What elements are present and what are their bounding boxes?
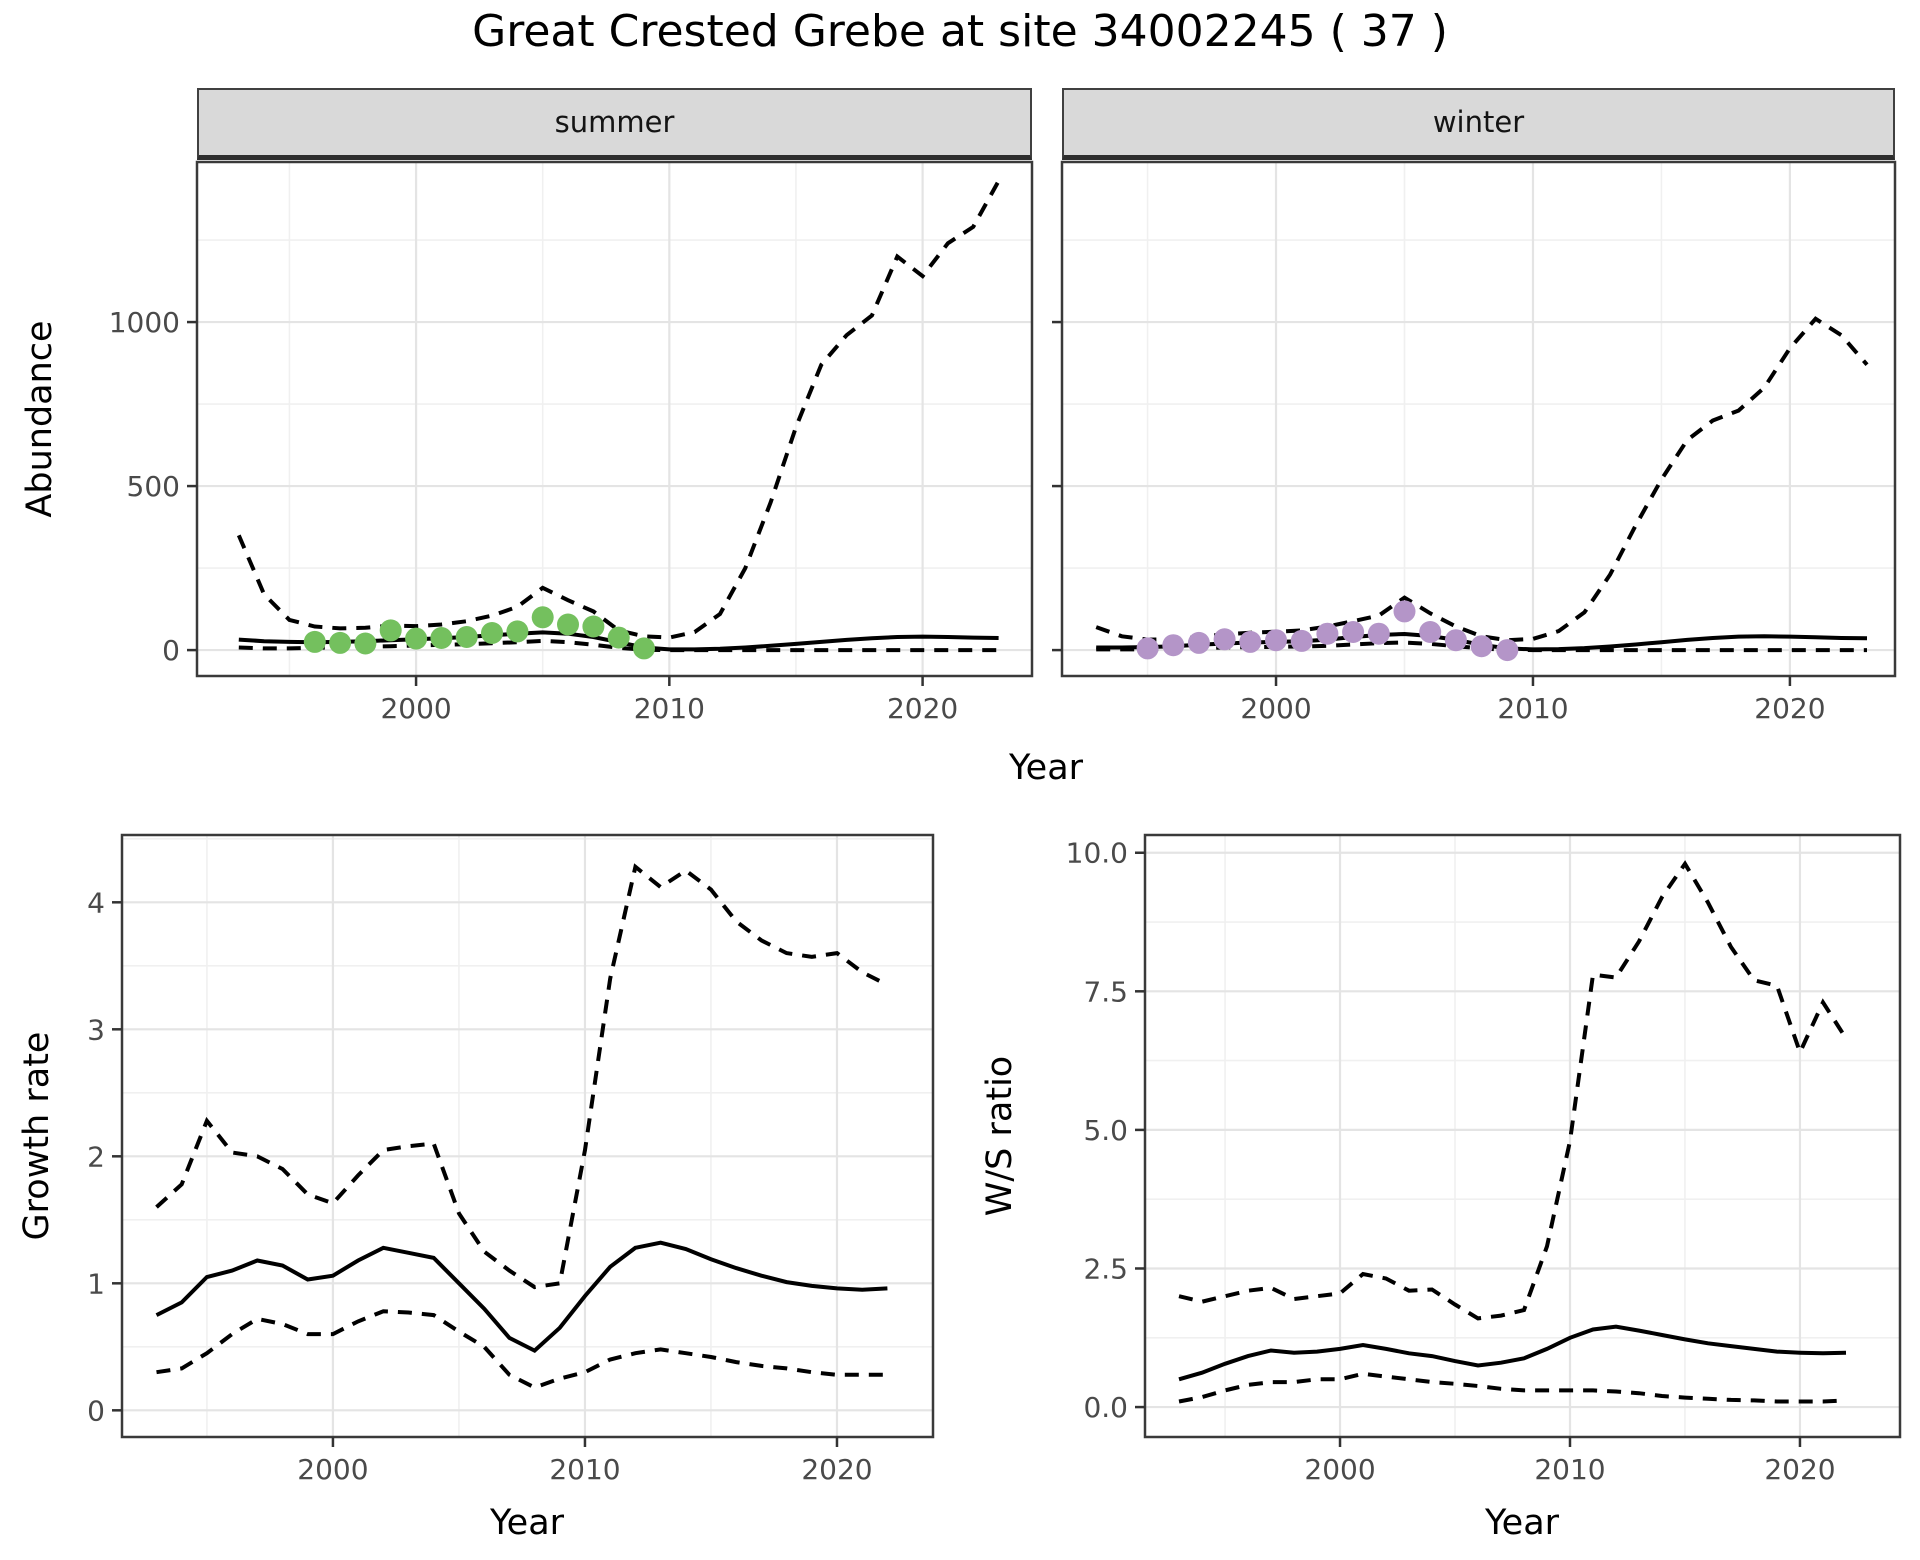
x-tick-label: 2020 (887, 692, 958, 725)
observed-winter-points (1136, 600, 1519, 662)
data-point (303, 630, 326, 653)
upper-ci-line (1178, 860, 1848, 1321)
y-tick-label: 0 (162, 634, 180, 667)
data-point (1265, 629, 1287, 652)
y-tick-label: 7.5 (1083, 975, 1128, 1008)
x-tick-label: 2010 (634, 692, 705, 725)
data-point (481, 622, 503, 644)
data-point (582, 615, 605, 638)
x-tick-label: 2010 (1497, 692, 1568, 725)
panel-border (1060, 160, 1897, 678)
x-axis-title-growth: Year (489, 1503, 565, 1543)
x-tick-label: 2020 (1754, 692, 1825, 725)
data-point (607, 626, 630, 649)
facet-strip-winter: winter (1062, 88, 1895, 160)
data-point (1162, 634, 1185, 657)
data-point (531, 606, 554, 629)
y-tick-label: 1000 (109, 306, 180, 339)
data-point (1444, 629, 1467, 652)
x-axis-title-top: Year (1008, 748, 1084, 788)
data-point (1419, 621, 1442, 643)
data-point (633, 637, 655, 660)
data-point (1187, 631, 1210, 654)
fit-line (155, 1240, 888, 1354)
y-tick-label: 500 (127, 470, 180, 503)
y-tick-label: 0 (87, 1394, 105, 1427)
x-tick-label: 2000 (297, 1453, 368, 1486)
data-point (1367, 622, 1390, 645)
y-tick-label: 5.0 (1083, 1114, 1128, 1147)
fit-line (1178, 1324, 1847, 1382)
y-tick-label: 0.0 (1083, 1391, 1128, 1424)
data-point (1136, 637, 1159, 660)
chart-title: Great Crested Grebe at site 34002245 ( 3… (472, 6, 1448, 57)
x-tick-label: 2020 (1764, 1453, 1835, 1486)
upper-ci-line (236, 180, 1001, 640)
x-tick-label: 2020 (801, 1453, 872, 1486)
data-point (1239, 630, 1262, 653)
data-point (354, 632, 377, 655)
data-point (1393, 600, 1416, 623)
y-tick-label: 2.5 (1083, 1252, 1128, 1285)
panel-border (120, 833, 935, 1439)
data-point (379, 619, 402, 642)
ws_ratio-panel: 2000 2010 2020 0.0 2.5 5.0 7.5 10.0 (1066, 833, 1902, 1486)
y-tick-label: 10.0 (1066, 837, 1128, 870)
panel-border (195, 160, 1034, 678)
y-axis-title-ws-ratio: W/S ratio (980, 1055, 1020, 1217)
x-tick-label: 2000 (1240, 692, 1311, 725)
upper-ci-line (1095, 316, 1869, 643)
upper-ci-line (155, 863, 889, 1290)
y-tick-label: 1 (87, 1267, 105, 1300)
facet-strip-summer: summer (197, 88, 1032, 160)
x-axis-title-ws: Year (1484, 1503, 1560, 1543)
panel-border (1143, 833, 1902, 1439)
observed-summer-points (303, 606, 655, 660)
data-point (455, 626, 478, 648)
lower-ci-line (1178, 1371, 1847, 1404)
abundance_winter-panel: 2000 2010 2020 (1052, 160, 1897, 725)
x-tick-label: 2010 (549, 1453, 620, 1486)
data-point (1496, 639, 1519, 662)
growth_rate-panel: 2000 2010 2020 0 1 2 3 4 (87, 833, 935, 1486)
data-point (329, 631, 352, 654)
abundance_summer-panel: 2000 2010 2020 0 500 1000 (109, 160, 1034, 725)
data-point (1342, 621, 1365, 643)
data-point (1316, 622, 1339, 645)
data-point (1213, 628, 1236, 651)
y-axis-title-growth-rate: Growth rate (17, 1031, 57, 1241)
data-point (1290, 629, 1313, 652)
y-tick-label: 4 (87, 886, 105, 919)
y-axis-title-abundance: Abundance (20, 320, 60, 518)
lower-ci-line (156, 1309, 888, 1390)
data-point (430, 627, 453, 649)
data-point (1470, 635, 1493, 658)
x-tick-label: 2010 (1534, 1453, 1605, 1486)
data-point (405, 627, 428, 650)
y-tick-label: 3 (87, 1013, 105, 1046)
x-tick-label: 2000 (1304, 1453, 1375, 1486)
data-point (506, 620, 529, 643)
x-tick-label: 2000 (380, 692, 451, 725)
y-tick-label: 2 (87, 1140, 105, 1173)
data-point (557, 613, 579, 636)
